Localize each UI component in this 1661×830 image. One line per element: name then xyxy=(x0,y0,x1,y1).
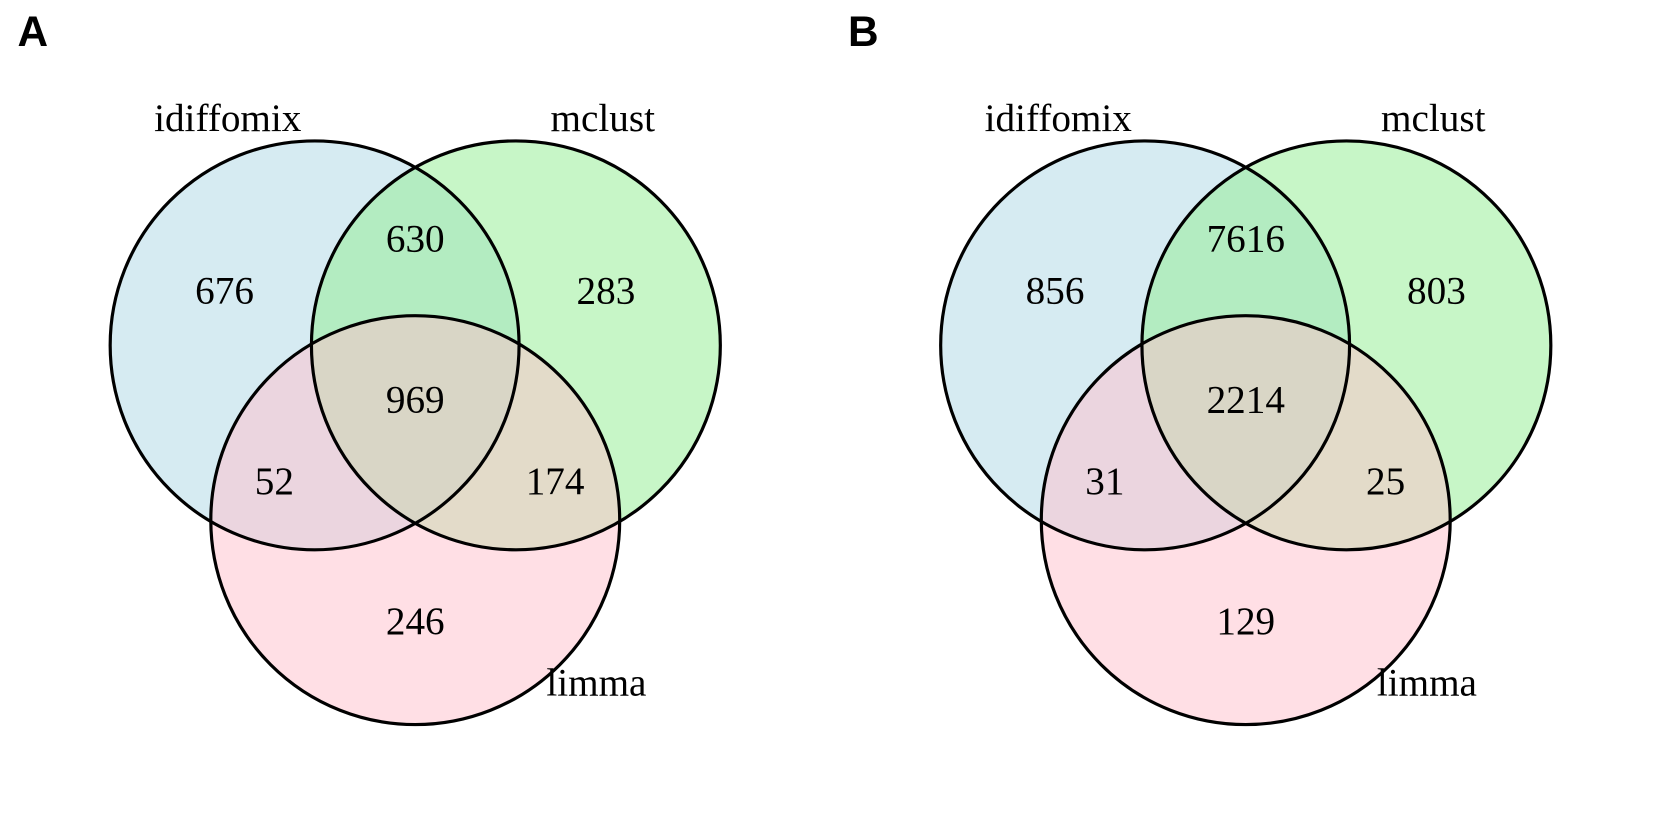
region-count: 174 xyxy=(526,460,585,503)
region-count: 52 xyxy=(255,460,294,503)
set-name: limma xyxy=(546,661,646,704)
region-count: 2214 xyxy=(1207,379,1285,422)
region-count: 969 xyxy=(386,379,445,422)
region-count: 676 xyxy=(195,270,254,313)
set-name: idiffomix xyxy=(154,97,302,140)
region-count: 246 xyxy=(386,600,445,643)
set-name: mclust xyxy=(550,97,655,140)
set-fill xyxy=(1041,315,1451,725)
region-count: 283 xyxy=(577,270,636,313)
region-count: 129 xyxy=(1216,600,1275,643)
region-count: 25 xyxy=(1366,460,1405,503)
set-name: mclust xyxy=(1381,97,1486,140)
region-count: 31 xyxy=(1085,460,1124,503)
set-outline xyxy=(209,314,622,727)
region-count: 630 xyxy=(386,218,445,261)
region-count: 803 xyxy=(1407,270,1466,313)
set-fill xyxy=(210,315,620,725)
panel-label: B xyxy=(848,8,879,55)
panel-label: A xyxy=(18,8,49,55)
set-name: limma xyxy=(1377,661,1477,704)
region-count: 7616 xyxy=(1207,218,1285,261)
set-name: idiffomix xyxy=(985,97,1133,140)
region-count: 856 xyxy=(1026,270,1085,313)
set-outline xyxy=(1039,314,1452,727)
